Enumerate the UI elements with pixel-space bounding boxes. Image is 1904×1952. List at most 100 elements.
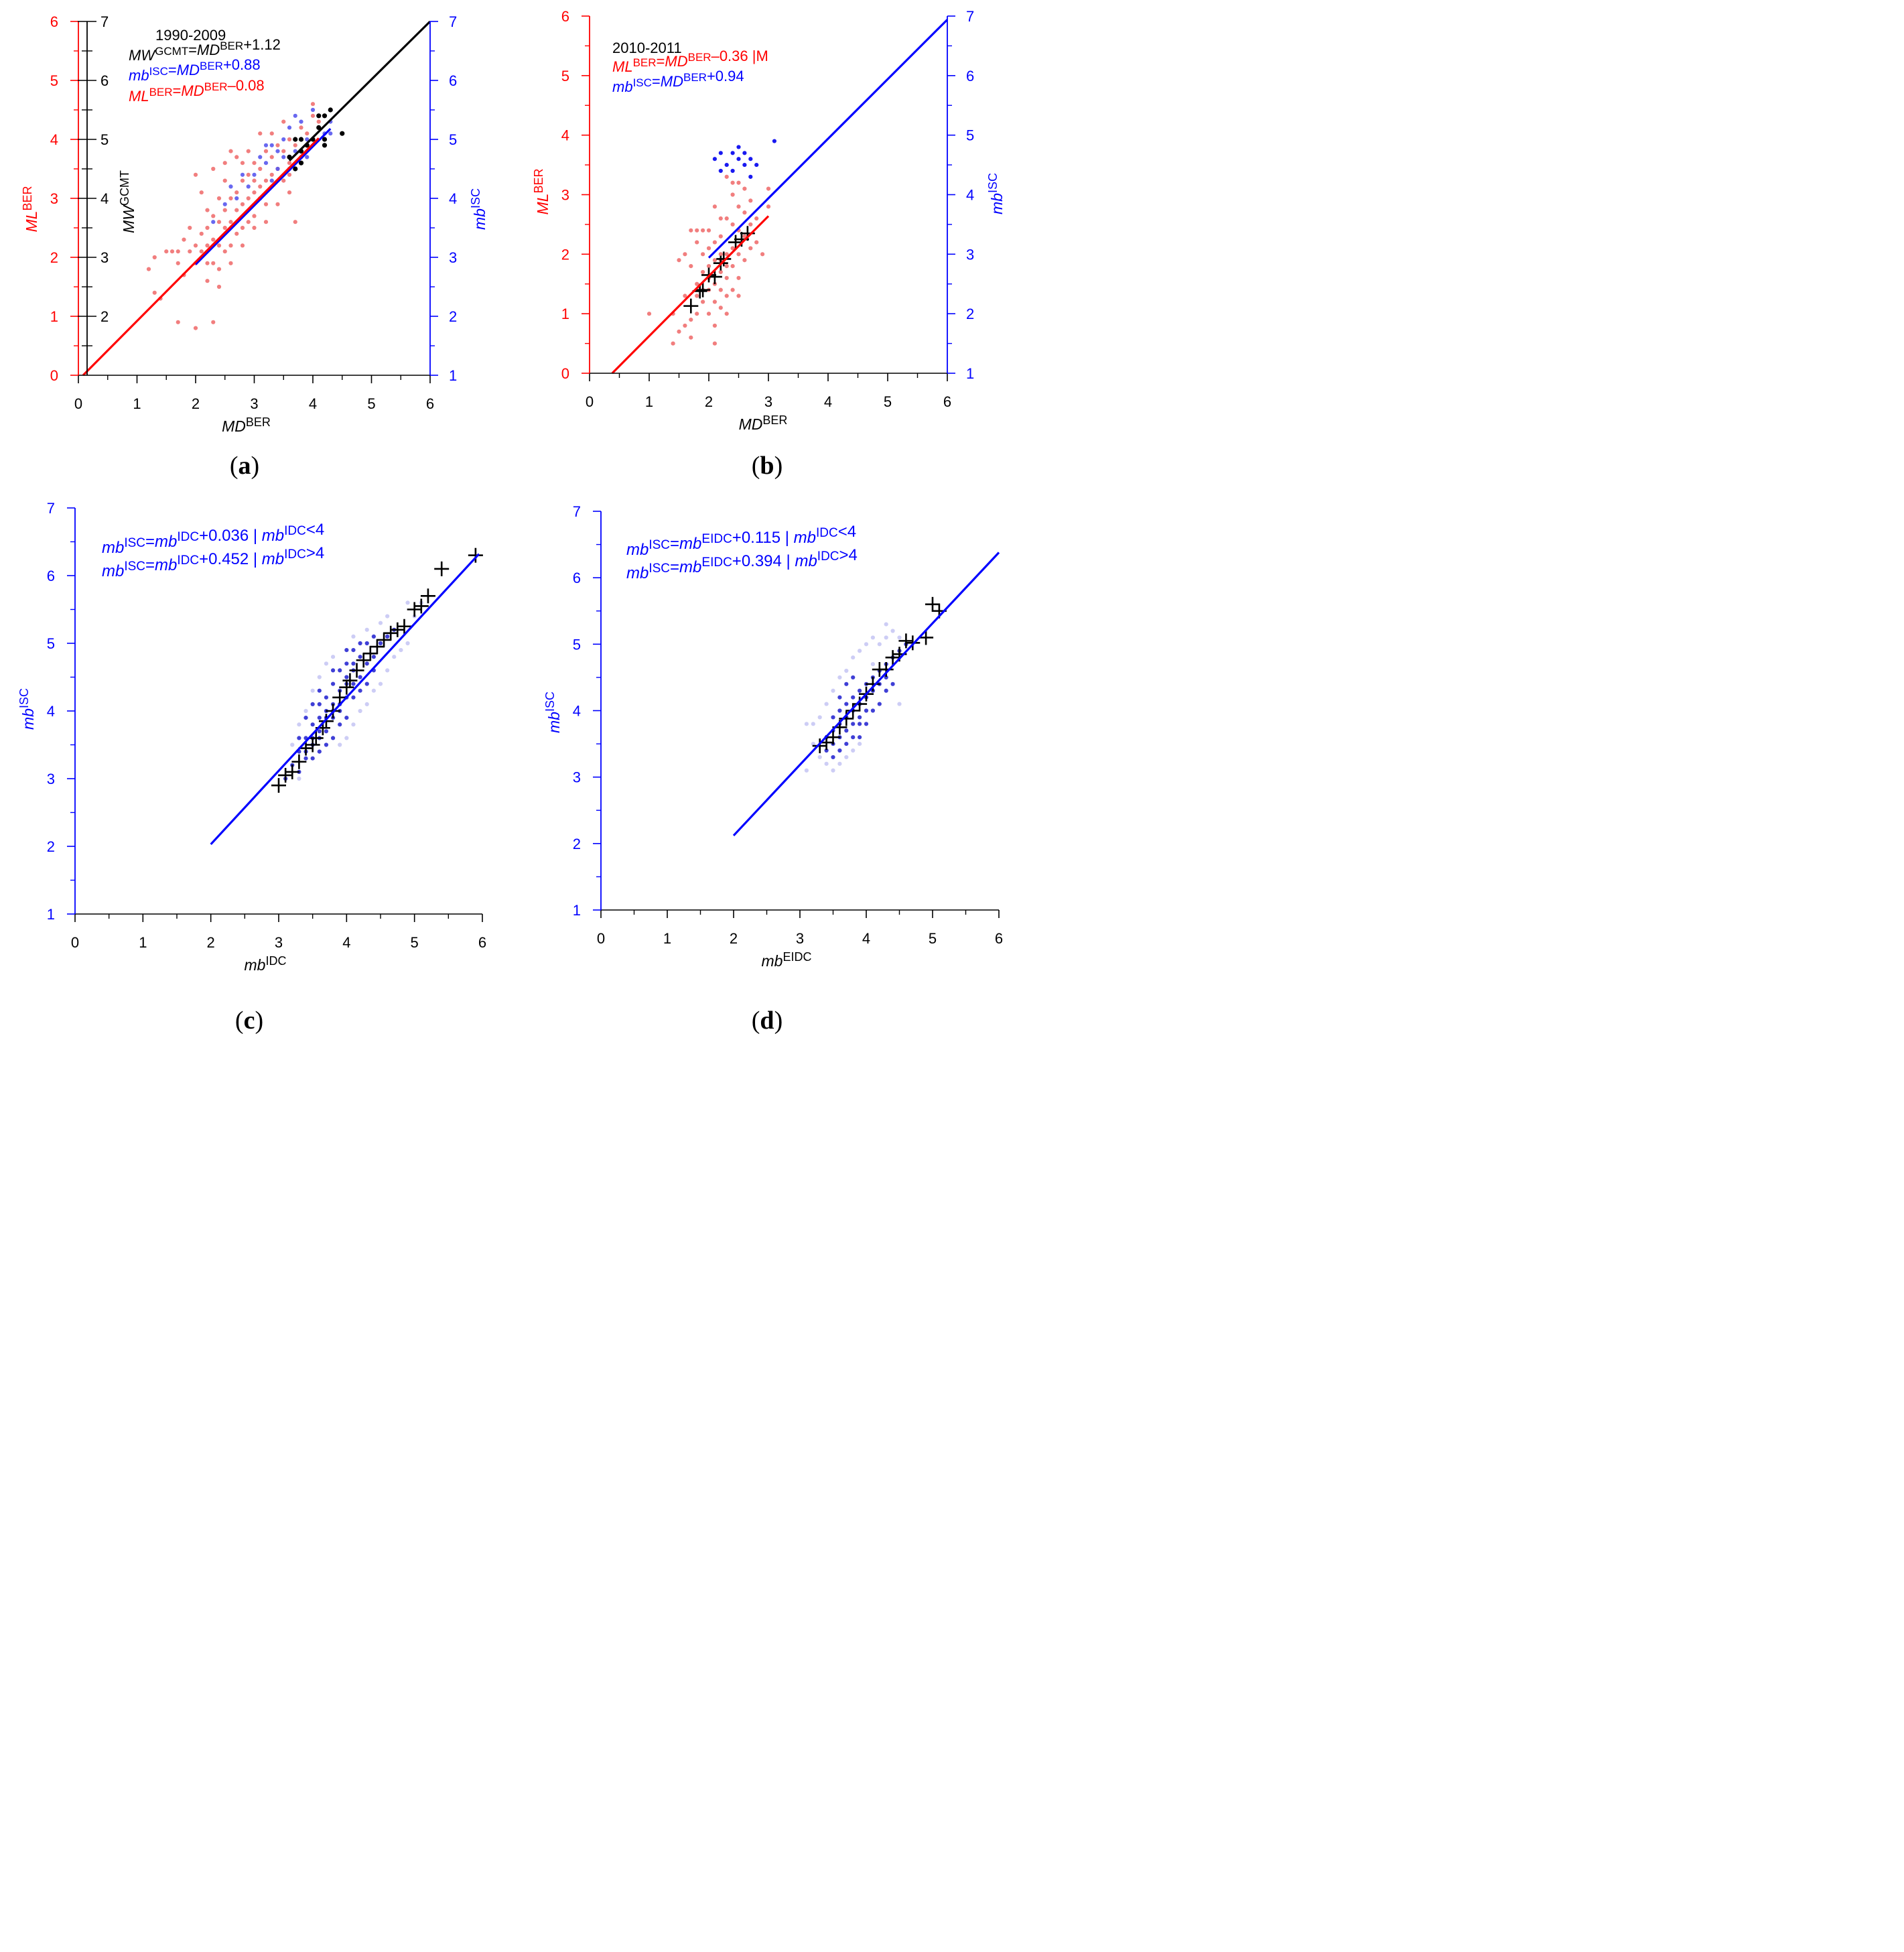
data-point — [310, 113, 316, 118]
data-point — [310, 756, 315, 761]
data-point — [293, 166, 298, 172]
data-point — [222, 249, 227, 254]
data-point — [344, 675, 349, 679]
y-tick-label: 6 — [47, 568, 55, 584]
panel-caption: (d) — [752, 1006, 783, 1035]
y-tick-label: 1 — [561, 306, 569, 322]
data-point — [344, 661, 349, 666]
data-point — [706, 228, 711, 233]
data-point — [176, 320, 180, 324]
series-mb-ISC-points — [712, 139, 776, 179]
y-tick-label: 1 — [966, 365, 974, 382]
y-tick-label: 6 — [561, 8, 569, 25]
data-point — [689, 264, 693, 269]
data-point — [718, 252, 723, 257]
data-point — [275, 143, 280, 147]
x-tick-label: 0 — [586, 393, 594, 410]
data-point — [804, 722, 809, 726]
data-point — [897, 635, 902, 640]
data-point — [844, 728, 849, 733]
data-point — [695, 228, 699, 233]
data-point — [864, 642, 869, 647]
data-point — [358, 655, 362, 659]
data-point — [252, 190, 257, 195]
data-point — [310, 688, 315, 693]
y-tick-label: 7 — [47, 500, 55, 517]
data-point — [246, 184, 251, 189]
data-point — [718, 168, 723, 174]
data-point — [252, 172, 257, 177]
data-point — [364, 627, 369, 632]
data-point — [188, 225, 192, 231]
data-point — [689, 335, 693, 340]
y-tick-label: 4 — [573, 703, 581, 720]
fit-line-mb-fit — [707, 19, 949, 259]
data-point — [310, 107, 316, 113]
data-point — [351, 695, 356, 700]
data-point — [351, 681, 356, 686]
x-axis-label: MDBER — [739, 413, 788, 433]
data-point — [736, 204, 741, 209]
fit-line-mb-fit — [210, 553, 480, 846]
plus-marker — [356, 653, 371, 668]
data-point — [724, 294, 729, 298]
data-point — [864, 722, 869, 726]
data-point — [811, 722, 815, 726]
plus-marker — [825, 730, 841, 745]
data-point — [701, 228, 705, 233]
data-point — [884, 688, 888, 693]
data-point — [724, 174, 729, 179]
x-tick-label: 2 — [192, 395, 200, 412]
data-point — [677, 329, 681, 334]
data-point — [378, 621, 383, 625]
data-point — [864, 708, 869, 713]
data-point — [281, 137, 286, 142]
data-point — [293, 149, 297, 153]
data-point — [742, 151, 747, 155]
data-point — [317, 688, 322, 693]
x-tick-label: 3 — [764, 393, 772, 410]
y-tick-label: 5 — [47, 635, 55, 652]
plus-marker — [413, 598, 429, 614]
data-point — [164, 249, 169, 254]
data-point — [269, 143, 274, 147]
data-point — [263, 178, 269, 183]
plus-marker — [332, 690, 348, 705]
data-point — [344, 648, 349, 653]
data-point — [844, 681, 849, 686]
data-point — [364, 661, 369, 666]
data-point — [176, 261, 180, 265]
data-point — [188, 249, 192, 254]
data-point — [858, 688, 862, 693]
data-point — [736, 157, 741, 161]
x-tick-label: 1 — [139, 934, 147, 951]
data-point — [712, 300, 717, 304]
y-tick-label: 4 — [966, 187, 974, 204]
panel-title: 2010-2011 — [612, 40, 682, 56]
data-point — [364, 681, 369, 686]
data-point — [317, 716, 322, 720]
data-point — [340, 131, 345, 136]
plus-marker — [420, 588, 435, 604]
data-point — [858, 649, 862, 653]
plus-marker — [812, 738, 827, 754]
data-point — [281, 178, 286, 183]
x-axis-label: MDBER — [222, 415, 271, 435]
data-point — [222, 161, 227, 166]
plus-marker — [683, 298, 699, 314]
x-tick-label: 3 — [275, 934, 283, 951]
data-point — [851, 695, 856, 700]
data-point — [281, 149, 286, 153]
data-point — [316, 119, 321, 124]
data-point — [297, 722, 301, 727]
x-tick-label: 6 — [478, 934, 486, 951]
data-point — [317, 702, 322, 706]
y-tick-label: 3 — [573, 769, 581, 786]
x-tick-label: 1 — [663, 930, 671, 947]
plus-marker — [407, 602, 422, 617]
data-point — [216, 196, 222, 201]
plus-marker — [434, 561, 450, 576]
data-point — [701, 300, 705, 304]
y-axis-right: 1 2 3 4 5 6 7 mbISC — [429, 13, 488, 384]
